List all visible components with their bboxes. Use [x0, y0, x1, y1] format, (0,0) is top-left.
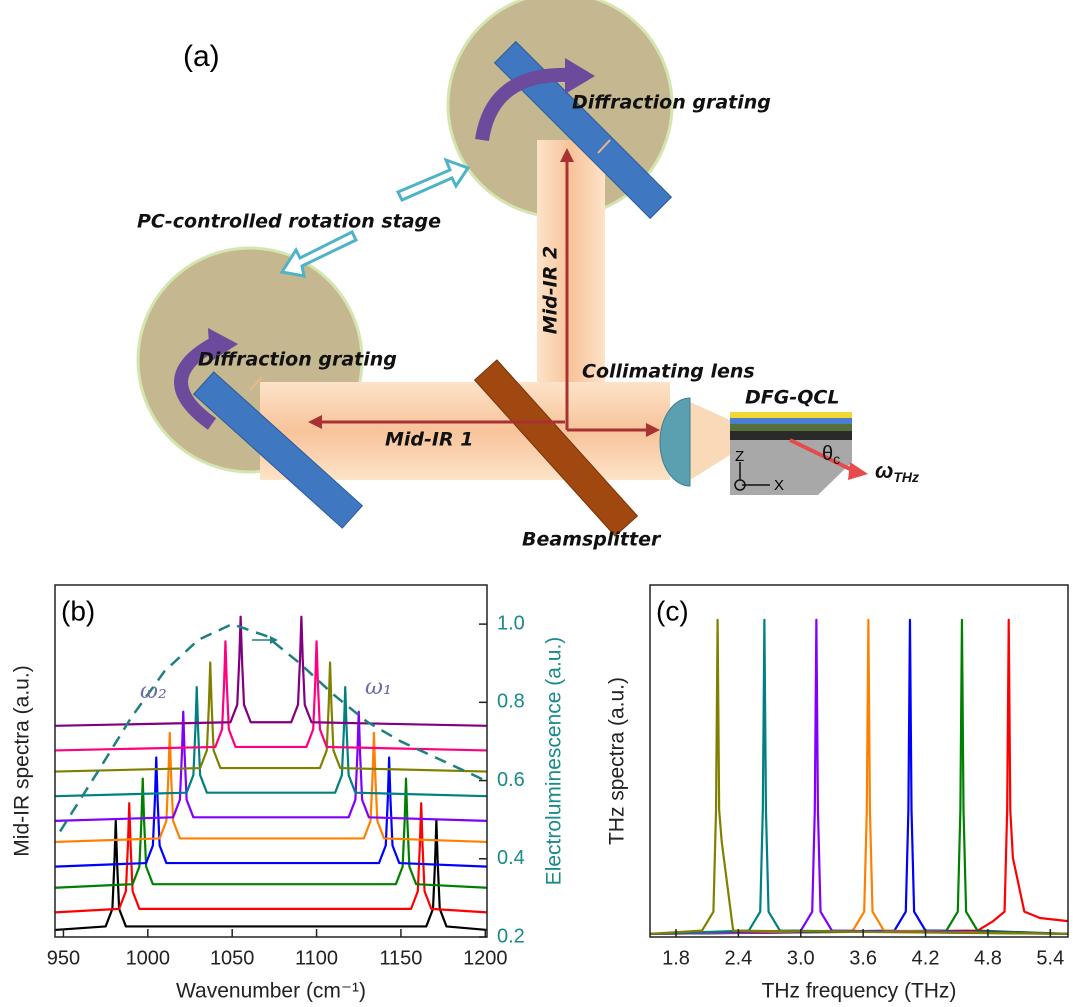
- beam: [690, 402, 730, 480]
- series-line: [650, 618, 1068, 935]
- chart: 1.8 2.4 3.0 3.6 4.2 4.8 5.4 THz frequency (THz)…: [606, 584, 1069, 1003]
- grating: [493, 40, 673, 220]
- axis-label: X: [774, 477, 784, 494]
- beamsplitter: [473, 359, 639, 537]
- rotation-arrow: [174, 338, 217, 430]
- axis-label: Z: [735, 448, 744, 465]
- series-line: [55, 685, 487, 798]
- series-line: [59, 622, 486, 833]
- grating: [192, 371, 364, 529]
- series-line: [650, 618, 1068, 935]
- pointer: [597, 139, 611, 154]
- label: Mid-IR 1: [385, 429, 473, 451]
- panel-label: (b): [61, 595, 95, 626]
- y2-tick-label: 1.0: [497, 612, 525, 634]
- thz-beam: [789, 438, 853, 472]
- y2-tick-label: 0.6: [497, 769, 525, 791]
- qcl-layer: [730, 431, 852, 440]
- y-axis-label: Mid-IR spectra (a.u.): [11, 665, 34, 856]
- series-line: [55, 756, 487, 868]
- y-axis-label: THz spectra (a.u.): [606, 677, 629, 845]
- label: PC-controlled rotation stage: [137, 211, 441, 233]
- series-line: [55, 710, 487, 822]
- x-tick-label: 4.2: [912, 947, 940, 969]
- panel-label: (c): [656, 595, 689, 626]
- y2-tick-label: 0.2: [497, 925, 525, 947]
- plot-frame: [649, 584, 1069, 938]
- hollow-arrow: [395, 157, 471, 202]
- series-line: [55, 661, 487, 773]
- beam-path: [308, 415, 322, 429]
- qcl-layer: [730, 424, 852, 431]
- series-line: [650, 618, 1068, 935]
- x-tick-label: 1100: [295, 947, 338, 969]
- subscript: c: [833, 451, 840, 467]
- lens: [659, 397, 691, 487]
- plot-frame: [54, 584, 488, 938]
- label: θc: [822, 443, 840, 466]
- thz-beam: [848, 462, 868, 480]
- x-tick-label: 1000: [126, 947, 171, 969]
- qcl-layer: [730, 412, 852, 418]
- label: Collimating lens: [582, 361, 755, 383]
- series-line: [55, 731, 487, 844]
- series-line: [650, 618, 1068, 935]
- panel-label: (a): [183, 40, 220, 73]
- y2-tick-label: 0.8: [497, 691, 525, 713]
- pointer: [249, 376, 263, 391]
- series-line: [650, 618, 1068, 935]
- x-tick-label: 4.8: [974, 947, 1002, 969]
- axis-pointer: [270, 636, 278, 644]
- subscript: THz: [893, 469, 919, 485]
- diagram: (a) Diffraction grating PC-controlled ro…: [136, 0, 919, 551]
- label: Beamsplitter: [522, 529, 662, 551]
- x-tick-label: 5.4: [1036, 947, 1064, 969]
- x-tick-label: 950: [47, 947, 80, 969]
- rotation-arrow: [565, 58, 595, 94]
- x-tick-label: 1200: [463, 947, 508, 969]
- x-axis-label: Wavenumber (cm⁻¹): [176, 980, 366, 1003]
- y2-axis-label: Electroluminescence (a.u.): [543, 637, 566, 886]
- label: Diffraction grating: [198, 349, 397, 371]
- label: ωTHz: [875, 458, 919, 485]
- x-tick-label: 2.4: [724, 947, 752, 969]
- qcl-substrate: [730, 440, 852, 495]
- x-tick-label: 1050: [210, 947, 255, 969]
- symbol: ω: [875, 458, 893, 483]
- x-tick-label: 1150: [379, 947, 422, 969]
- x-axis-label: THz frequency (THz): [762, 980, 957, 1003]
- symbol: θ: [822, 443, 833, 465]
- y2-tick-label: 0.4: [497, 847, 525, 869]
- beam-path: [646, 423, 660, 437]
- series-line: [55, 777, 487, 889]
- series-line: [55, 640, 487, 752]
- label: Mid-IR 2: [540, 246, 562, 334]
- annotation: ω₁: [365, 675, 392, 700]
- x-tick-label: 1.8: [662, 947, 690, 969]
- annotation: ω₂: [140, 679, 167, 704]
- label: DFG-QCL: [745, 387, 839, 409]
- series-line: [650, 618, 1068, 935]
- series-line: [55, 615, 487, 727]
- hollow-arrow: [279, 229, 359, 278]
- beam-path: [560, 148, 574, 162]
- qcl-layer: [730, 418, 852, 424]
- x-tick-label: 3.6: [849, 947, 877, 969]
- label: Diffraction grating: [572, 92, 771, 114]
- beam: [537, 140, 605, 430]
- series-line: [650, 618, 1068, 935]
- series-line: [55, 802, 487, 914]
- rotation-arrow: [475, 67, 571, 142]
- x-tick-label: 3.0: [787, 947, 815, 969]
- rotation-arrow: [208, 328, 238, 362]
